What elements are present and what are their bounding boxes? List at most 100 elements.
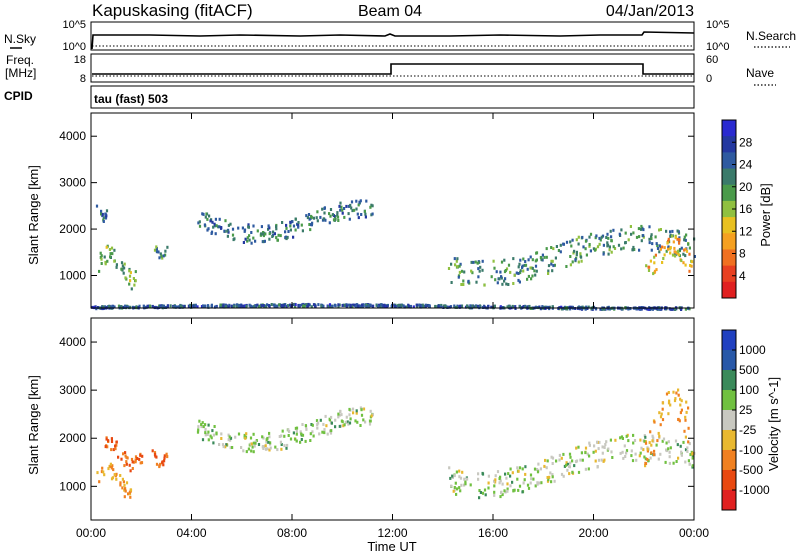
power-scatter-cell [244,237,247,241]
velocity-scatter-cell [329,431,333,435]
power-scatter-cell [256,229,259,233]
velocity-scatter-cell [138,457,141,461]
power-scatter-cell [631,248,634,252]
velocity-scatter-cell [487,486,490,490]
power-scatter-cell [126,305,130,309]
cpid-value: tau (fast) 503 [94,92,168,106]
power-scatter-cell [635,307,638,311]
power-scatter-cell [128,274,132,278]
velocity-scatter-cell [153,451,157,455]
power-scatter-cell [483,305,486,309]
power-cbar-swatch [722,200,736,218]
power-scatter-cell [674,254,677,258]
velocity-scatter-cell [269,441,272,445]
x-axis: 00:00 04:00 08:00 12:00 16:00 20:00 00:00 [76,113,709,540]
power-scatter-cell [382,304,385,307]
velocity-scatter-cell [354,419,357,423]
power-scatter-cell [164,249,167,253]
velocity-scatter-cell [673,399,677,403]
power-scatter-cell [393,304,397,308]
velocity-scatter-cell [539,467,542,471]
velocity-scatter-cell [553,479,556,483]
power-scatter-cell [233,237,236,241]
power-scatter-cell [132,277,135,280]
velocity-scatter-cell [680,453,683,457]
velocity-scatter-cell [345,415,348,419]
velocity-scatter-cell [568,464,571,468]
velocity-scatter-cell [630,454,633,458]
velocity-scatter-cell [351,407,355,411]
power-scatter-cell [123,262,126,266]
power-scatter-cell [477,267,480,271]
velocity-scatter-cell [592,450,595,454]
power-scatter-cell [358,200,361,204]
power-scatter-cell [94,305,97,309]
velocity-scatter-cell [115,477,118,481]
velocity-scatter-cell [558,458,561,462]
noise-tick-top: 10^5 [62,19,86,31]
power-scatter-cell [91,305,94,309]
velocity-scatter-cell [680,408,683,412]
power-scatter-cell [274,304,277,308]
power-scatter-cell [264,232,267,236]
velocity-scatter-cell [571,459,574,463]
velocity-scatter-cell [124,454,127,458]
velocity-scatter-cell [201,421,204,425]
power-scatter-cell [217,225,220,229]
power-scatter-cell [113,248,116,252]
power-scatter-cell [306,305,309,309]
power-scatter-cell [445,305,448,309]
velocity-scatter-cell [162,463,165,467]
power-scatter-cell [603,307,606,311]
power-scatter-cell [341,304,344,307]
velocity-scatter-cell [268,435,271,439]
power-scatter-cell [276,238,279,242]
velocity-scatter-cell [318,432,321,436]
velocity-scatter-cell [623,444,626,448]
power-scatter-cell [675,252,678,256]
velocity-scatter-cell [202,425,205,429]
power-scatter-cell [540,258,543,262]
power-scatter-cell [561,307,564,311]
power-scatter-cell [560,305,563,309]
velocity-scatter-cell [551,462,554,465]
power-scatter-cell [458,264,461,268]
velocity-scatter-cell [280,443,283,446]
power-scatter-cell [661,245,664,249]
velocity-scatter-cell [243,433,246,437]
power-scatter-cell [268,232,271,236]
velocity-scatter-cell [240,446,243,449]
power-scatter-cell [602,252,605,256]
power-scatter-cell [691,260,694,264]
velocity-scatter-cell [501,493,504,497]
velocity-scatter-cell [262,436,265,440]
velocity-cbar-label: -500 [739,463,763,477]
power-scatter-cell [246,236,249,240]
power-scatter-cell [212,225,215,229]
velocity-scatter-cell [330,421,333,425]
power-scatter-cell [366,304,369,308]
power-scatter-cell [531,258,534,262]
power-scatter-cell [460,269,464,273]
power-scatter-cell [120,267,123,271]
velocity-scatter-cell [102,470,105,474]
power-cbar-label: 20 [739,180,753,194]
power-scatter-cell [122,271,125,275]
power-scatter-cell [294,228,297,232]
velocity-scatter-cell [201,438,205,442]
power-scatter-cell [349,304,352,308]
power-scatter-cell [364,212,367,216]
velocity-cbar-swatch [722,470,736,491]
power-scatter-cell [292,235,295,239]
power-scatter-cell [574,258,577,262]
velocity-scatter-cell [121,486,124,490]
power-scatter-cell [418,303,421,307]
velocity-scatter-cell [669,403,672,407]
power-scatter-cell [666,241,669,245]
power-scatter-cell [559,243,562,247]
velocity-scatter-cell [455,470,458,474]
velocity-scatter-cell [594,459,597,463]
power-scatter-cell [637,227,640,231]
velocity-scatter-cell [338,413,341,417]
